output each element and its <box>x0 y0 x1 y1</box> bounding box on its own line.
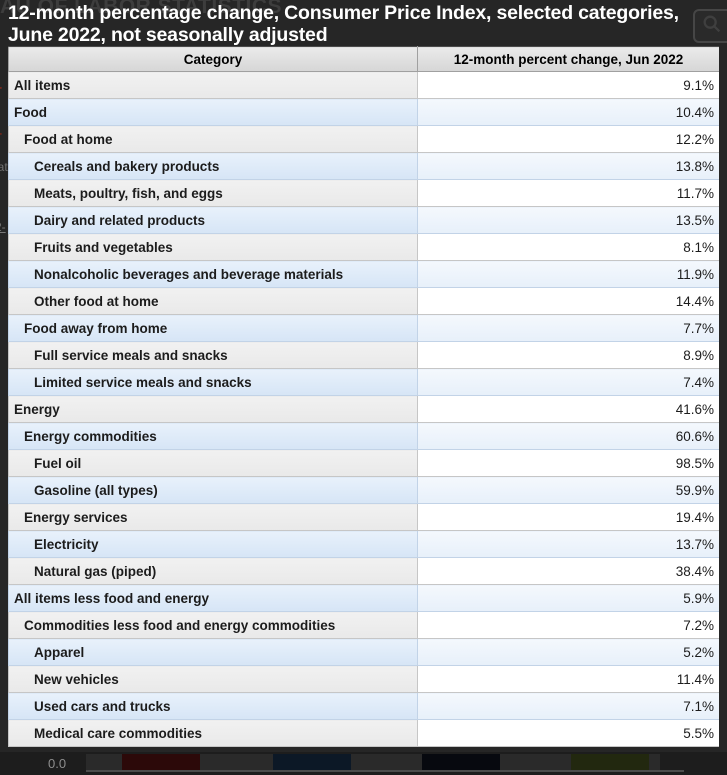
category-cell: Food away from home <box>8 314 418 342</box>
cpi-table: Category 12-month percent change, Jun 20… <box>8 46 719 747</box>
page-title: 12-month percentage change, Consumer Pri… <box>8 2 679 46</box>
category-cell: Medical care commodities <box>8 719 418 747</box>
background-text-fragment: r <box>0 128 2 145</box>
table-row: Meats, poultry, fish, and eggs 11.7% <box>8 179 719 207</box>
category-cell: Used cars and trucks <box>8 692 418 720</box>
table-row: Medical care commodities 5.5% <box>8 719 719 747</box>
category-cell: All items less food and energy <box>8 584 418 612</box>
table-row: New vehicles 11.4% <box>8 665 719 693</box>
category-cell: Natural gas (piped) <box>8 557 418 585</box>
category-cell: Food <box>8 98 418 126</box>
cpi-table-container: Category 12-month percent change, Jun 20… <box>8 46 719 752</box>
value-cell: 12.2% <box>417 125 719 153</box>
table-row: Other food at home 14.4% <box>8 287 719 315</box>
value-cell: 5.2% <box>417 638 719 666</box>
table-row: Energy commodities 60.6% <box>8 422 719 450</box>
category-cell: Electricity <box>8 530 418 558</box>
background-bar <box>571 754 649 770</box>
table-row: Commodities less food and energy commodi… <box>8 611 719 639</box>
table-header-row: Category 12-month percent change, Jun 20… <box>8 46 719 72</box>
category-cell: Dairy and related products <box>8 206 418 234</box>
background-bar <box>422 754 500 770</box>
background-axis-line <box>86 770 684 772</box>
table-row: Electricity 13.7% <box>8 530 719 558</box>
background-plot-area <box>86 754 660 771</box>
axis-tick-label: 0.0 <box>48 756 67 771</box>
value-cell: 13.5% <box>417 206 719 234</box>
category-cell: New vehicles <box>8 665 418 693</box>
value-cell: 38.4% <box>417 557 719 585</box>
category-cell: Nonalcoholic beverages and beverage mate… <box>8 260 418 288</box>
masthead-fragment: AU OF LABOR STATISTICS <box>0 0 283 18</box>
category-cell: All items <box>8 71 418 99</box>
value-cell: 11.9% <box>417 260 719 288</box>
value-cell: 8.9% <box>417 341 719 369</box>
table-row: Energy services 19.4% <box>8 503 719 531</box>
table-row: Nonalcoholic beverages and beverage mate… <box>8 260 719 288</box>
category-cell: Full service meals and snacks <box>8 341 418 369</box>
background-text-fragment: r <box>0 82 2 99</box>
table-row: Limited service meals and snacks 7.4% <box>8 368 719 396</box>
value-cell: 13.7% <box>417 530 719 558</box>
table-row: Food at home 12.2% <box>8 125 719 153</box>
table-row: Fuel oil 98.5% <box>8 449 719 477</box>
table-row: Energy 41.6% <box>8 395 719 423</box>
value-cell: 98.5% <box>417 449 719 477</box>
table-row: Full service meals and snacks 8.9% <box>8 341 719 369</box>
category-cell: Food at home <box>8 125 418 153</box>
value-cell: 41.6% <box>417 395 719 423</box>
background-chart-remnant: 0.0 <box>0 752 727 775</box>
value-cell: 11.7% <box>417 179 719 207</box>
value-cell: 7.1% <box>417 692 719 720</box>
value-column-header: 12-month percent change, Jun 2022 <box>417 46 719 72</box>
value-cell: 9.1% <box>417 71 719 99</box>
table-row: Apparel 5.2% <box>8 638 719 666</box>
table-row: Gasoline (all types) 59.9% <box>8 476 719 504</box>
table-row: All items 9.1% <box>8 71 719 99</box>
value-cell: 11.4% <box>417 665 719 693</box>
category-cell: Fruits and vegetables <box>8 233 418 261</box>
value-cell: 5.9% <box>417 584 719 612</box>
search-icon <box>701 13 723 40</box>
value-cell: 5.5% <box>417 719 719 747</box>
value-cell: 60.6% <box>417 422 719 450</box>
value-cell: 8.1% <box>417 233 719 261</box>
background-bar <box>122 754 200 770</box>
background-text-fragment: 2- <box>0 220 6 234</box>
value-cell: 7.2% <box>417 611 719 639</box>
category-cell: Meats, poultry, fish, and eggs <box>8 179 418 207</box>
table-row: Cereals and bakery products 13.8% <box>8 152 719 180</box>
category-column-header: Category <box>8 46 418 72</box>
value-cell: 59.9% <box>417 476 719 504</box>
category-cell: Other food at home <box>8 287 418 315</box>
table-row: Food 10.4% <box>8 98 719 126</box>
value-cell: 7.4% <box>417 368 719 396</box>
category-cell: Energy <box>8 395 418 423</box>
table-row: Used cars and trucks 7.1% <box>8 692 719 720</box>
value-cell: 10.4% <box>417 98 719 126</box>
category-cell: Energy services <box>8 503 418 531</box>
category-cell: Gasoline (all types) <box>8 476 418 504</box>
category-cell: Commodities less food and energy commodi… <box>8 611 418 639</box>
table-row: Fruits and vegetables 8.1% <box>8 233 719 261</box>
table-row: All items less food and energy 5.9% <box>8 584 719 612</box>
category-cell: Energy commodities <box>8 422 418 450</box>
table-row: Dairy and related products 13.5% <box>8 206 719 234</box>
value-cell: 19.4% <box>417 503 719 531</box>
category-cell: Cereals and bakery products <box>8 152 418 180</box>
background-bar <box>273 754 351 770</box>
background-text-fragment: lat <box>0 160 8 174</box>
category-cell: Fuel oil <box>8 449 418 477</box>
table-row: Natural gas (piped) 38.4% <box>8 557 719 585</box>
search-button[interactable] <box>693 9 727 43</box>
value-cell: 7.7% <box>417 314 719 342</box>
value-cell: 13.8% <box>417 152 719 180</box>
table-row: Food away from home 7.7% <box>8 314 719 342</box>
category-cell: Apparel <box>8 638 418 666</box>
value-cell: 14.4% <box>417 287 719 315</box>
category-cell: Limited service meals and snacks <box>8 368 418 396</box>
